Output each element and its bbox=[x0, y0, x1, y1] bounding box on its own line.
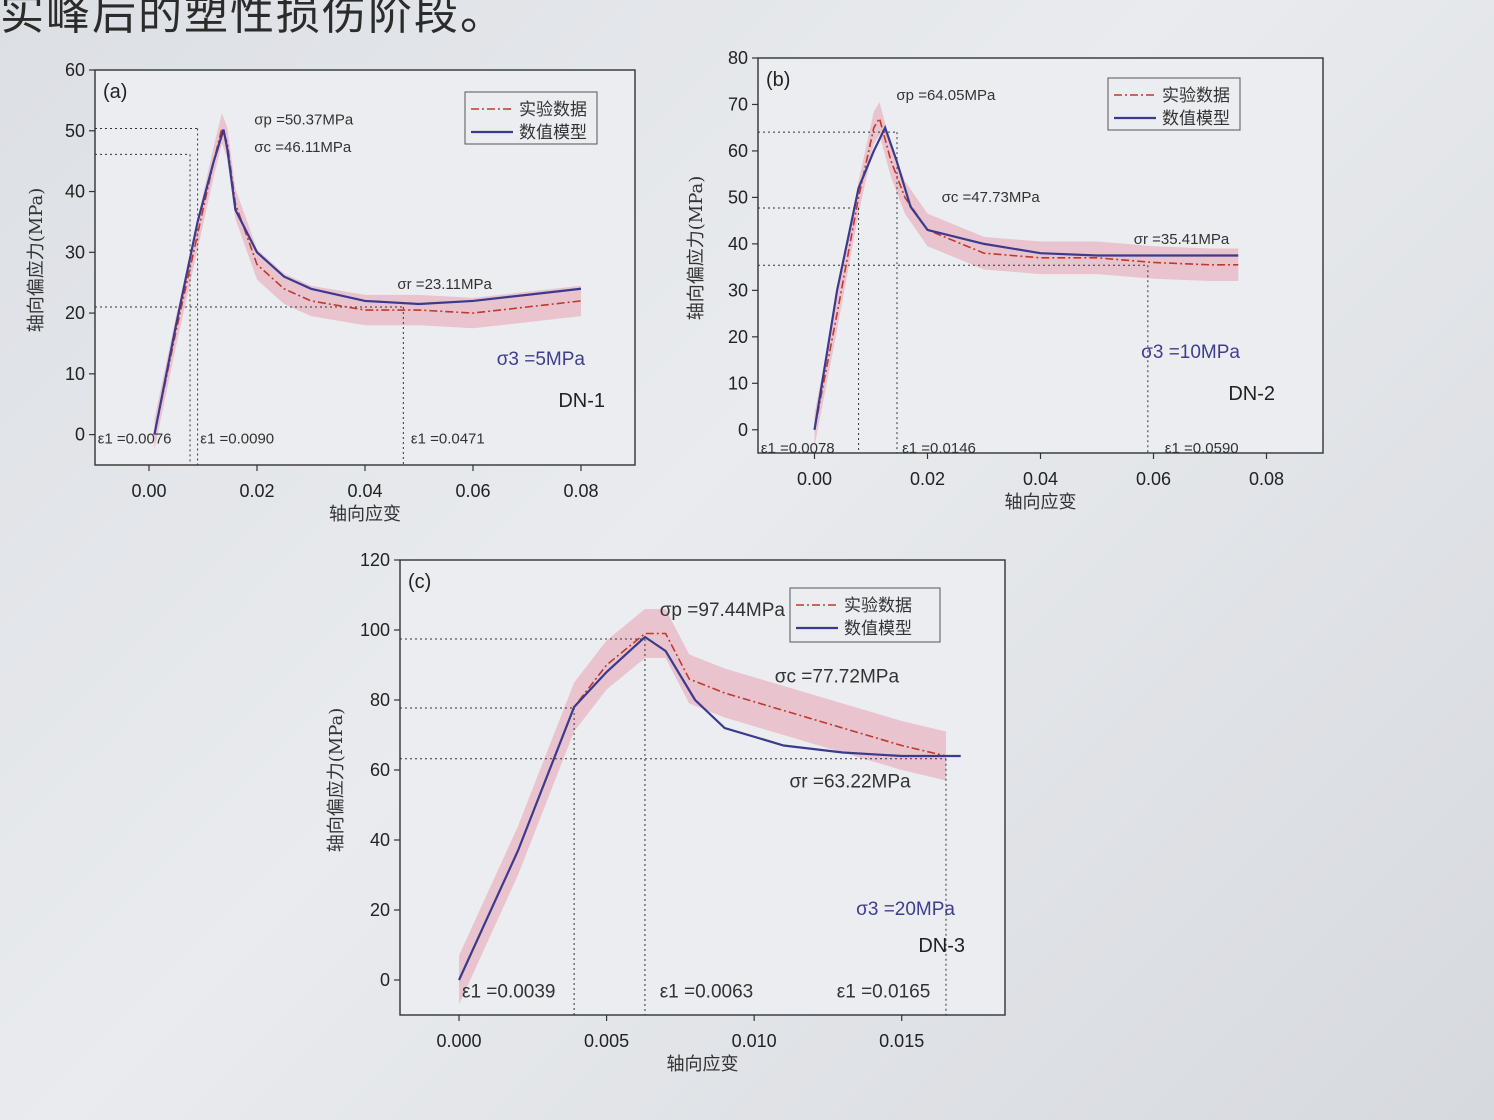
x-tick-label: 0.06 bbox=[455, 481, 490, 501]
y-tick-label: 80 bbox=[370, 690, 390, 710]
x-tick-label: 0.02 bbox=[239, 481, 274, 501]
panel-label: (b) bbox=[766, 69, 790, 91]
annotation-label: ε1 =0.0090 bbox=[200, 431, 274, 448]
chart-panel-c: 0 20 40 60 80 100 120 0.000 0.005 0.010 0.015 轴向应变 轴… bbox=[326, 550, 1006, 1075]
y-tick-label: 80 bbox=[728, 48, 748, 68]
annotation-label: σc =77.72MPa bbox=[775, 667, 900, 688]
x-tick-label: 0.04 bbox=[1023, 469, 1058, 489]
y-tick-label: 10 bbox=[65, 364, 85, 384]
y-tick-label: 40 bbox=[728, 234, 748, 254]
error-band bbox=[459, 609, 946, 1005]
confining-pressure-label: σ3 =20MPa bbox=[856, 899, 955, 920]
annotation-label: σc =47.73MPa bbox=[942, 189, 1041, 206]
legend-entry: 实验数据 bbox=[519, 100, 587, 120]
model-series-line bbox=[153, 129, 582, 435]
x-tick-label: 0.08 bbox=[1249, 469, 1284, 489]
x-tick-label: 0.00 bbox=[131, 481, 166, 501]
y-tick-label: 120 bbox=[360, 550, 390, 570]
y-tick-label: 10 bbox=[728, 373, 748, 393]
annotation-label: ε1 =0.0146 bbox=[902, 440, 976, 457]
y-tick-label: 40 bbox=[370, 830, 390, 850]
annotation-label: ε1 =0.0078 bbox=[761, 440, 835, 457]
x-tick-label: 0.04 bbox=[347, 481, 382, 501]
y-tick-label: 60 bbox=[728, 141, 748, 161]
y-tick-label: 50 bbox=[65, 121, 85, 141]
panel-label: (c) bbox=[408, 571, 431, 593]
annotation-label: σr =23.11MPa bbox=[397, 276, 492, 293]
annotation-label: ε1 =0.0165 bbox=[837, 982, 931, 1003]
y-axis-label: 轴向偏应力(MPa) bbox=[686, 176, 707, 321]
annotation-label: σr =63.22MPa bbox=[790, 772, 911, 793]
x-tick-label: 0.005 bbox=[584, 1031, 629, 1051]
x-tick-label: 0.00 bbox=[797, 469, 832, 489]
confining-pressure-label: σ3 =10MPa bbox=[1141, 342, 1240, 363]
y-tick-label: 50 bbox=[728, 187, 748, 207]
annotation-label: ε1 =0.0076 bbox=[98, 431, 172, 448]
x-axis-label: 轴向应变 bbox=[1005, 492, 1077, 513]
chart-panel-a: 0 10 20 30 40 50 60 0.00 0.02 0.04 0.06 0.08 轴向应变 轴向偏… bbox=[26, 60, 636, 525]
x-tick-label: 0.06 bbox=[1136, 469, 1171, 489]
annotation-label: σp =64.05MPa bbox=[896, 87, 996, 104]
legend-entry: 数值模型 bbox=[844, 619, 912, 639]
specimen-id-label: DN-2 bbox=[1228, 383, 1275, 405]
y-tick-label: 20 bbox=[728, 327, 748, 347]
model-series-line bbox=[458, 635, 961, 981]
specimen-id-label: DN-3 bbox=[918, 935, 965, 957]
x-tick-label: 0.02 bbox=[910, 469, 945, 489]
y-tick-label: 30 bbox=[65, 242, 85, 262]
experiment-series-line bbox=[153, 125, 582, 435]
y-axis-label: 轴向偏应力(MPa) bbox=[26, 188, 47, 333]
x-tick-label: 0.010 bbox=[732, 1031, 777, 1051]
annotation-label: ε1 =0.0063 bbox=[660, 982, 754, 1003]
experiment-series-line bbox=[458, 632, 947, 981]
model-series-line bbox=[813, 124, 1239, 430]
legend-box bbox=[464, 91, 598, 145]
annotation-label: σc =46.11MPa bbox=[254, 139, 352, 156]
x-tick-label: 0.015 bbox=[879, 1031, 924, 1051]
annotation-label: ε1 =0.0590 bbox=[1165, 440, 1239, 457]
annotation-label: ε1 =0.0471 bbox=[411, 431, 485, 448]
x-axis-label: 轴向应变 bbox=[329, 504, 401, 525]
panel-label: (a) bbox=[103, 81, 127, 103]
page-caption-text: 实峰后的塑性损伤阶段。 bbox=[0, 0, 506, 40]
annotation-label: σp =50.37MPa bbox=[254, 112, 354, 129]
y-tick-label: 30 bbox=[728, 280, 748, 300]
y-tick-label: 100 bbox=[360, 620, 390, 640]
legend-box bbox=[789, 587, 941, 643]
y-tick-label: 20 bbox=[370, 900, 390, 920]
annotation-label: σr =35.41MPa bbox=[1134, 231, 1230, 248]
legend-entry: 数值模型 bbox=[1162, 109, 1230, 129]
y-tick-label: 60 bbox=[65, 60, 85, 80]
legend-entry: 实验数据 bbox=[1162, 86, 1230, 106]
y-tick-label: 0 bbox=[380, 970, 390, 990]
y-tick-label: 70 bbox=[728, 94, 748, 114]
y-tick-label: 60 bbox=[370, 760, 390, 780]
y-tick-label: 0 bbox=[75, 425, 85, 445]
y-tick-label: 40 bbox=[65, 182, 85, 202]
y-axis-label: 轴向偏应力(MPa) bbox=[326, 708, 347, 853]
annotation-label: σp =97.44MPa bbox=[660, 600, 786, 621]
x-axis-label: 轴向应变 bbox=[667, 1054, 739, 1075]
x-tick-label: 0.000 bbox=[437, 1031, 482, 1051]
legend-box bbox=[1107, 77, 1241, 131]
specimen-id-label: DN-1 bbox=[558, 390, 605, 412]
chart-panel-b: 0 10 20 30 40 50 60 70 80 0.00 0.02 0.04 0.06 0.08 轴向应… bbox=[686, 48, 1324, 513]
annotation-label: ε1 =0.0039 bbox=[462, 982, 556, 1003]
confining-pressure-label: σ3 =5MPa bbox=[497, 349, 586, 370]
legend-entry: 实验数据 bbox=[844, 596, 912, 616]
y-tick-label: 20 bbox=[65, 303, 85, 323]
y-tick-label: 0 bbox=[738, 420, 748, 440]
x-tick-label: 0.08 bbox=[563, 481, 598, 501]
error-band bbox=[814, 102, 1239, 447]
legend-entry: 数值模型 bbox=[519, 123, 587, 143]
